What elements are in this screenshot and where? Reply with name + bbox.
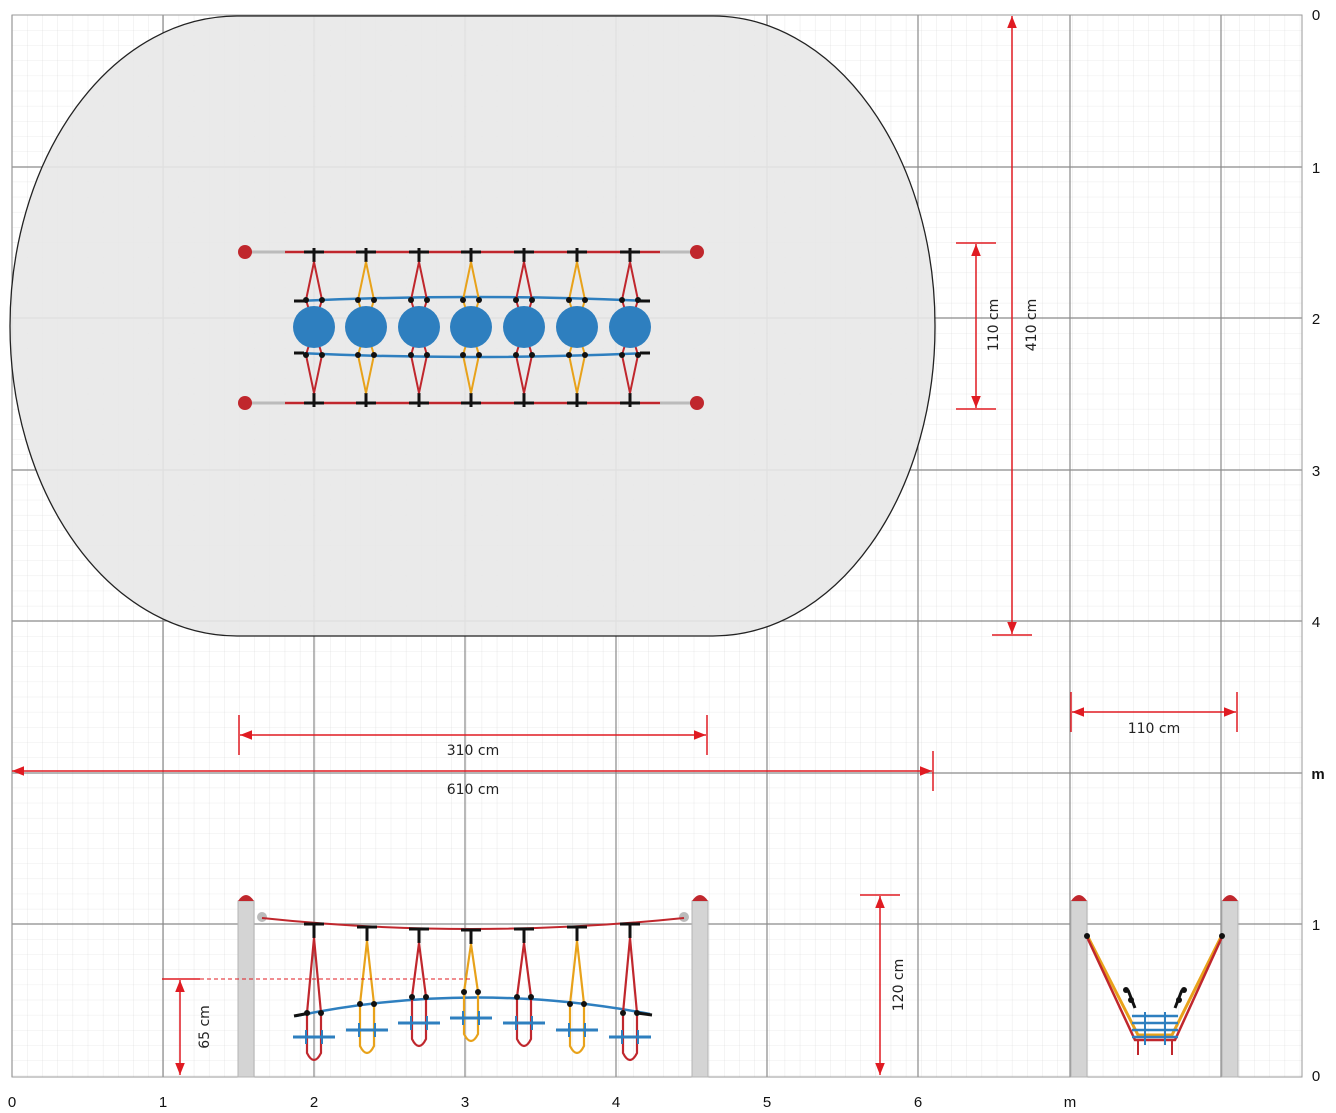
dim-label-410: 410 cm	[1024, 299, 1040, 352]
top-view-rope-unit	[293, 248, 335, 407]
x-tick-label: 2	[310, 1094, 318, 1111]
y-tick-label: 1	[1312, 917, 1320, 934]
side-view-rope-unit	[609, 922, 651, 1062]
side-view-rope-unit	[556, 925, 598, 1055]
dim-label-310: 310 cm	[447, 743, 500, 759]
y-tick-label: 2	[1312, 311, 1320, 328]
dim-label-65: 65 cm	[197, 1005, 213, 1049]
y-tick-label: 3	[1312, 463, 1320, 480]
dim-label-110-top: 110 cm	[986, 299, 1002, 352]
side-view-equipment	[237, 895, 709, 1078]
stepping-disc	[450, 306, 492, 348]
stepping-disc	[345, 306, 387, 348]
side-view-rope-unit	[398, 927, 440, 1048]
stepping-disc	[293, 306, 335, 348]
top-view-rope-unit	[398, 248, 440, 407]
top-view-rope-unit	[503, 248, 545, 407]
unit-label: m	[1311, 766, 1324, 783]
y-tick-label: 0	[1312, 7, 1320, 24]
side-view-rope-unit	[293, 922, 335, 1062]
x-tick-label: 5	[763, 1094, 771, 1111]
side-view-rope-unit	[503, 927, 545, 1048]
dim-label-120: 120 cm	[891, 959, 907, 1012]
bottom-axis: 0 1 2 3 4 5 6 m	[8, 1094, 1076, 1111]
stepping-disc	[503, 306, 545, 348]
top-view-rope-unit	[556, 248, 598, 407]
stepping-disc	[556, 306, 598, 348]
post-top-view	[238, 245, 252, 259]
top-view-rope-unit	[345, 248, 387, 407]
x-tick-label: 0	[8, 1094, 16, 1111]
x-tick-label: 3	[461, 1094, 469, 1111]
end-view-equipment	[1070, 895, 1239, 1078]
post-right	[691, 900, 709, 1078]
post-top-view	[690, 396, 704, 410]
right-axis: 0 1 2 3 4 m 1 0	[1311, 7, 1324, 1085]
x-tick-label: 1	[159, 1094, 167, 1111]
dim-label-110-side: 110 cm	[1128, 721, 1181, 737]
y-tick-label: 0	[1312, 1068, 1320, 1085]
dimension-lines	[11, 15, 1238, 1075]
dim-label-610: 610 cm	[447, 782, 500, 798]
post-left	[237, 900, 255, 1078]
post-end-left	[1070, 900, 1088, 1078]
top-view-rope-unit	[609, 248, 651, 407]
stepping-disc	[609, 306, 651, 348]
stepping-disc	[398, 306, 440, 348]
top-view-equipment	[238, 245, 704, 410]
x-tick-label: 6	[914, 1094, 922, 1111]
top-view-rope-unit	[450, 248, 492, 407]
post-top-view	[690, 245, 704, 259]
post-end-right	[1221, 900, 1239, 1078]
side-view-rope-unit	[450, 928, 492, 1043]
side-view-rope-unit	[346, 925, 388, 1055]
x-tick-label: m	[1064, 1094, 1077, 1111]
y-tick-label: 1	[1312, 160, 1320, 177]
x-tick-label: 4	[612, 1094, 620, 1111]
post-top-view	[238, 396, 252, 410]
y-tick-label: 4	[1312, 614, 1320, 631]
